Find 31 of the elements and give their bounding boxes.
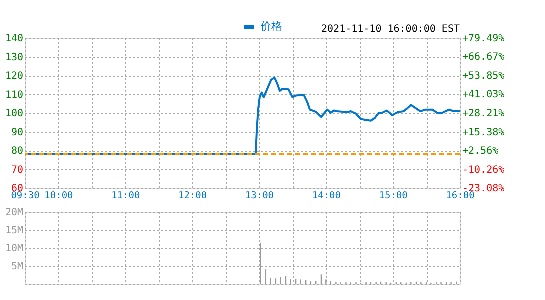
x-tick-label: 09:30: [11, 190, 40, 202]
text: 2021-11-10 16:00:00 EST: [322, 24, 460, 35]
legend-label: 价格: [260, 20, 282, 33]
y-tick-label: 100: [5, 108, 24, 120]
y-tick-label: 70: [11, 164, 24, 176]
y-tick-label: 10M: [5, 244, 24, 254]
x-tick-label: 13:00: [245, 190, 274, 202]
y-tick-label: 130: [5, 52, 24, 64]
y-tick-label: 110: [5, 90, 24, 101]
x-tick-label: 11:00: [112, 190, 140, 202]
y-tick-label: 15M: [5, 226, 24, 236]
y2-tick-label: +41.03%: [462, 90, 505, 101]
y2-tick-label: +28.21%: [462, 108, 505, 120]
y2-tick-label: -10.26%: [462, 164, 505, 176]
x-tick-label: 10:00: [44, 190, 74, 202]
y-tick-label: 90: [11, 127, 24, 138]
y-tick-label: 140: [5, 34, 24, 44]
y-tick-label: 20M: [5, 208, 24, 218]
y2-tick-label: +53.85%: [462, 70, 505, 82]
x-tick-label: 12:00: [178, 190, 208, 202]
y-tick-label: 120: [5, 71, 24, 82]
y-tick-label: 5M: [11, 262, 24, 272]
y-tick-label: 80: [11, 146, 24, 157]
x-tick-label: 15:00: [379, 190, 408, 202]
y2-tick-label: +2.56%: [462, 146, 499, 158]
y2-tick-label: +15.38%: [462, 127, 505, 138]
y2-tick-label: +66.67%: [462, 52, 505, 64]
line-series: [24, 76, 461, 156]
x-tick-label: 14:00: [312, 190, 342, 202]
y2-tick-label: +79.49%: [462, 34, 505, 44]
x-tick-label: 16:00: [446, 190, 476, 202]
